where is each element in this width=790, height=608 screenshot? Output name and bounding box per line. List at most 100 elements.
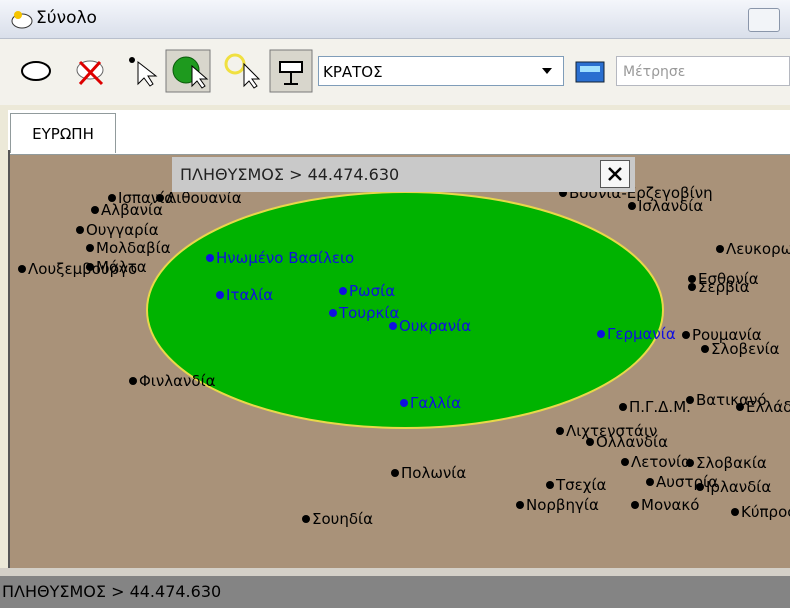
selected-place-label: Γαλλία <box>410 394 461 412</box>
measure-input[interactable]: Μέτρησε <box>616 56 790 86</box>
place-label: Φινλανδία <box>139 372 216 390</box>
place-dot <box>731 508 739 516</box>
window-icon <box>11 11 33 29</box>
selected-place-dot <box>339 287 347 295</box>
place-dot <box>686 396 694 404</box>
place-label: Μονακό <box>641 496 699 514</box>
place-dot <box>556 427 564 435</box>
place-label: Λιθουανία <box>166 189 242 207</box>
window-button[interactable] <box>748 8 780 32</box>
place-label: Κύπρος <box>741 503 790 521</box>
dropdown-arrow[interactable] <box>540 66 554 76</box>
status-text: ΠΛΗΘΥΣΜΟΣ > 44.474.630 <box>2 582 222 601</box>
place-label: Ιρλανδία <box>706 478 771 496</box>
place-dot <box>302 515 310 523</box>
place-label: Μάλτα <box>96 258 147 276</box>
place-label: Λιχτενστάιν <box>566 422 657 440</box>
window-title: Σύνολο <box>36 8 97 28</box>
selected-place-dot <box>216 291 224 299</box>
place-dot <box>586 438 594 446</box>
tab[interactable]: ΕΥΡΩΠΗ <box>10 113 116 153</box>
selected-place-dot <box>206 254 214 262</box>
selected-place-label: Ιταλία <box>226 286 273 304</box>
place-label: Λουξεμβούργο <box>28 260 137 278</box>
place-dot <box>688 283 696 291</box>
query-label: ΠΛΗΘΥΣΜΟΣ > 44.474.630 <box>180 165 400 184</box>
place-label: Αλβανία <box>101 201 163 219</box>
place-dot <box>129 377 137 385</box>
place-label: Ελλάδα <box>746 398 790 416</box>
place-dot <box>716 245 724 253</box>
measure-icon[interactable] <box>574 58 606 84</box>
place-dot <box>701 345 709 353</box>
place-dot <box>621 458 629 466</box>
place-label: Πολωνία <box>401 464 466 482</box>
select-tool[interactable] <box>129 57 158 87</box>
place-label: Τσεχία <box>555 476 607 494</box>
layer-select[interactable]: ΚΡΑΤΟΣ <box>318 56 564 86</box>
tool-icons <box>21 49 313 93</box>
selected-place-dot <box>597 330 605 338</box>
place-dot <box>619 403 627 411</box>
highlight-tool[interactable] <box>224 53 261 89</box>
place-dot <box>391 469 399 477</box>
selected-place-label: Ουκρανία <box>399 317 471 335</box>
place-dot <box>91 206 99 214</box>
place-dot <box>736 403 744 411</box>
place-dot <box>628 202 636 210</box>
place-label: Εσθονία <box>698 270 759 288</box>
place-label: Λετονία <box>631 453 691 471</box>
place-dot <box>108 194 116 202</box>
selected-place-label: Τουρκία <box>338 304 399 322</box>
status-bar: ΠΛΗΘΥΣΜΟΣ > 44.474.630 <box>0 576 790 608</box>
title-bar <box>0 0 790 39</box>
place-label: Π.Γ.Δ.Μ. <box>629 398 691 416</box>
close-button[interactable] <box>600 160 630 188</box>
place-label: Μολδαβία <box>96 239 171 257</box>
place-label: Λευκορωσία <box>726 240 790 258</box>
place-dot <box>546 481 554 489</box>
close-icon <box>608 167 622 181</box>
layer-select-text: ΚΡΑΤΟΣ <box>323 63 383 81</box>
place-label: Σλοβενία <box>711 340 780 358</box>
map-area: Ισπανία Λιθουανία Αλβανία Ουγγαρία Μολδαβία Λ… <box>10 155 790 568</box>
selected-place-label: Γερμανία <box>607 325 676 343</box>
place-label: Ισπανία <box>118 189 174 207</box>
frame-edge <box>8 150 10 570</box>
selected-place-dot <box>389 322 397 330</box>
place-label: Σλοβακία <box>696 454 767 472</box>
place-label: Ουγγαρία <box>86 221 159 239</box>
place-dot <box>688 275 696 283</box>
place-dot <box>86 244 94 252</box>
selected-place-label: Ρωσία <box>349 282 395 300</box>
place-dot <box>18 265 26 273</box>
tab-label: ΕΥΡΩΠΗ <box>32 125 94 143</box>
selected-place-dot <box>329 309 337 317</box>
place-label: Ισλανδία <box>638 197 703 215</box>
bottom-edge <box>0 568 790 576</box>
selected-place-dot <box>400 399 408 407</box>
place-label: Ρουμανία <box>692 326 762 344</box>
place-dot <box>631 501 639 509</box>
place-label: Ολλανδία <box>596 433 668 451</box>
place-dot <box>76 226 84 234</box>
place-label: Σουηδία <box>312 510 373 528</box>
place-dot <box>156 194 164 202</box>
place-dot <box>646 478 654 486</box>
place-label: Σερβία <box>698 278 750 296</box>
tab-strip <box>8 110 790 155</box>
place-label: Βατικανό <box>696 391 767 409</box>
ellipse-tool[interactable] <box>21 61 51 81</box>
selection-ellipse <box>146 191 664 429</box>
selected-place-label: Ηνωμένο Βασίλειο <box>216 249 354 267</box>
place-dot <box>86 263 94 271</box>
place-dot <box>686 459 694 467</box>
place-dot <box>516 501 524 509</box>
place-dot <box>682 331 690 339</box>
clear-tool[interactable] <box>76 60 104 86</box>
measure-placeholder: Μέτρησε <box>623 64 686 80</box>
place-dot <box>696 483 704 491</box>
query-bar: ΠΛΗΘΥΣΜΟΣ > 44.474.630 <box>172 157 635 192</box>
